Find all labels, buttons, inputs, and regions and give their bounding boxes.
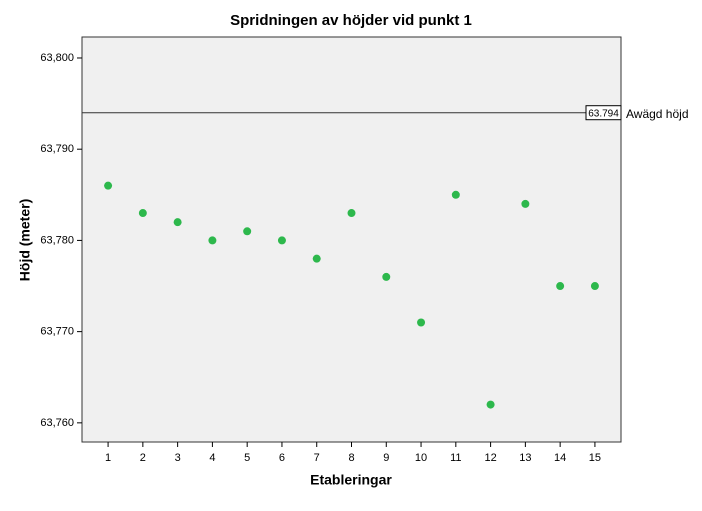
x-tick-label: 11 (450, 452, 461, 464)
point (347, 209, 356, 218)
x-tick-label: 6 (279, 452, 285, 464)
reference-label: Awägd höjd (626, 107, 689, 121)
x-tick-label: 3 (175, 452, 181, 464)
y-tick-label: 63,770 (40, 326, 74, 338)
y-tick-label: 63,780 (40, 234, 74, 246)
x-tick-label: 9 (383, 452, 389, 464)
x-tick-label: 12 (484, 452, 496, 464)
point (521, 199, 530, 208)
point (417, 318, 426, 327)
point (451, 190, 460, 199)
y-tick-label: 63,800 (40, 52, 74, 64)
x-tick-label: 7 (314, 452, 320, 464)
x-tick-label: 2 (140, 452, 146, 464)
x-tick-label: 14 (554, 452, 566, 464)
point (556, 282, 565, 291)
plot-area (81, 36, 622, 443)
y-tick-label: 63,790 (40, 143, 74, 155)
y-tick-label: 63,760 (40, 417, 74, 429)
point (104, 181, 113, 190)
x-tick-label: 4 (209, 452, 215, 464)
reference-value-box (585, 105, 622, 121)
x-tick-label: 8 (348, 452, 354, 464)
x-tick-label: 15 (589, 452, 601, 464)
point (277, 236, 286, 245)
point (173, 218, 182, 227)
reference-value: 63.794 (588, 108, 619, 119)
chart-title: Spridningen av höjder vid punkt 1 (230, 12, 472, 29)
x-tick-label: 5 (244, 452, 250, 464)
point (208, 236, 217, 245)
y-axis-label: Höjd (meter) (17, 199, 33, 281)
point (590, 282, 599, 291)
point (138, 209, 147, 218)
point (312, 254, 321, 263)
x-tick-label: 13 (519, 452, 531, 464)
x-axis-label: Etableringar (310, 472, 392, 488)
x-tick-label: 10 (415, 452, 427, 464)
x-tick-label: 1 (105, 452, 111, 464)
point (486, 400, 495, 409)
point (382, 272, 391, 281)
point (243, 227, 252, 236)
